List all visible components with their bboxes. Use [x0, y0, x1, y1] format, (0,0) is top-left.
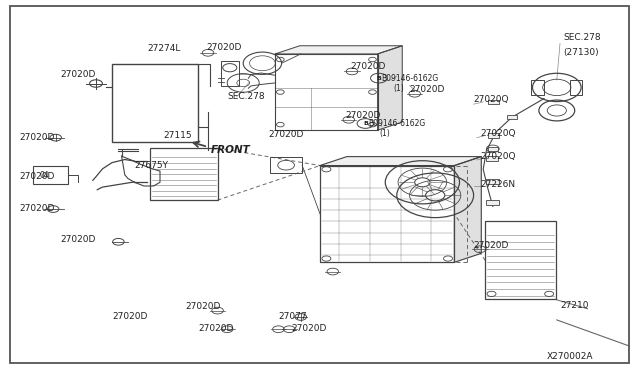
Text: 27020Q: 27020Q — [480, 129, 515, 138]
Text: 27020D: 27020D — [269, 130, 304, 139]
Text: 27020D: 27020D — [61, 235, 96, 244]
Polygon shape — [320, 157, 481, 166]
Bar — [320, 166, 454, 262]
Text: SEC.278: SEC.278 — [227, 92, 265, 101]
Bar — [150, 148, 218, 200]
Bar — [33, 166, 68, 184]
Text: B: B — [376, 76, 381, 81]
Polygon shape — [275, 46, 402, 54]
Text: 27675Y: 27675Y — [134, 161, 168, 170]
Text: (1): (1) — [380, 129, 390, 138]
Text: 27020D: 27020D — [474, 241, 509, 250]
Bar — [485, 221, 556, 299]
Text: 27020D: 27020D — [19, 133, 54, 142]
Bar — [486, 156, 498, 161]
Bar — [488, 100, 499, 104]
Bar — [488, 147, 498, 151]
Text: 27020D: 27020D — [186, 302, 221, 311]
Text: 27020D: 27020D — [198, 324, 234, 333]
Bar — [531, 80, 544, 95]
Text: 27020D: 27020D — [346, 111, 381, 120]
Bar — [488, 133, 499, 138]
Text: 27020D: 27020D — [19, 172, 54, 181]
Text: 27020D: 27020D — [112, 312, 147, 321]
Bar — [507, 115, 517, 119]
Text: 27020D: 27020D — [351, 62, 386, 71]
Text: FRONT: FRONT — [211, 145, 251, 154]
Text: 27020D: 27020D — [206, 43, 241, 52]
Text: 27226N: 27226N — [480, 180, 515, 189]
Polygon shape — [378, 46, 402, 130]
Bar — [570, 80, 582, 95]
Text: B09146-6162G: B09146-6162G — [381, 74, 438, 83]
Text: 27115: 27115 — [163, 131, 192, 140]
Bar — [275, 54, 378, 130]
Text: 27274L: 27274L — [147, 44, 180, 53]
Text: 27020Q: 27020Q — [474, 95, 509, 104]
Bar — [270, 157, 302, 173]
Text: 04: 04 — [39, 171, 49, 180]
Bar — [486, 200, 499, 205]
Text: 27020D: 27020D — [19, 204, 54, 213]
Text: B09146-6162G: B09146-6162G — [368, 119, 425, 128]
Text: (1): (1) — [393, 84, 404, 93]
Text: 27020D: 27020D — [410, 85, 445, 94]
Text: 27020D: 27020D — [61, 70, 96, 79]
Bar — [221, 61, 239, 86]
Polygon shape — [454, 157, 481, 262]
Text: 27020Q: 27020Q — [480, 152, 515, 161]
Text: 27077: 27077 — [278, 312, 307, 321]
Text: 27210: 27210 — [560, 301, 589, 310]
Text: SEC.278: SEC.278 — [563, 33, 601, 42]
Text: X270002A: X270002A — [547, 352, 594, 361]
Text: (27130): (27130) — [563, 48, 599, 57]
Text: B: B — [363, 121, 368, 126]
Bar — [486, 179, 499, 184]
Bar — [112, 64, 198, 142]
Text: 27020D: 27020D — [291, 324, 326, 333]
